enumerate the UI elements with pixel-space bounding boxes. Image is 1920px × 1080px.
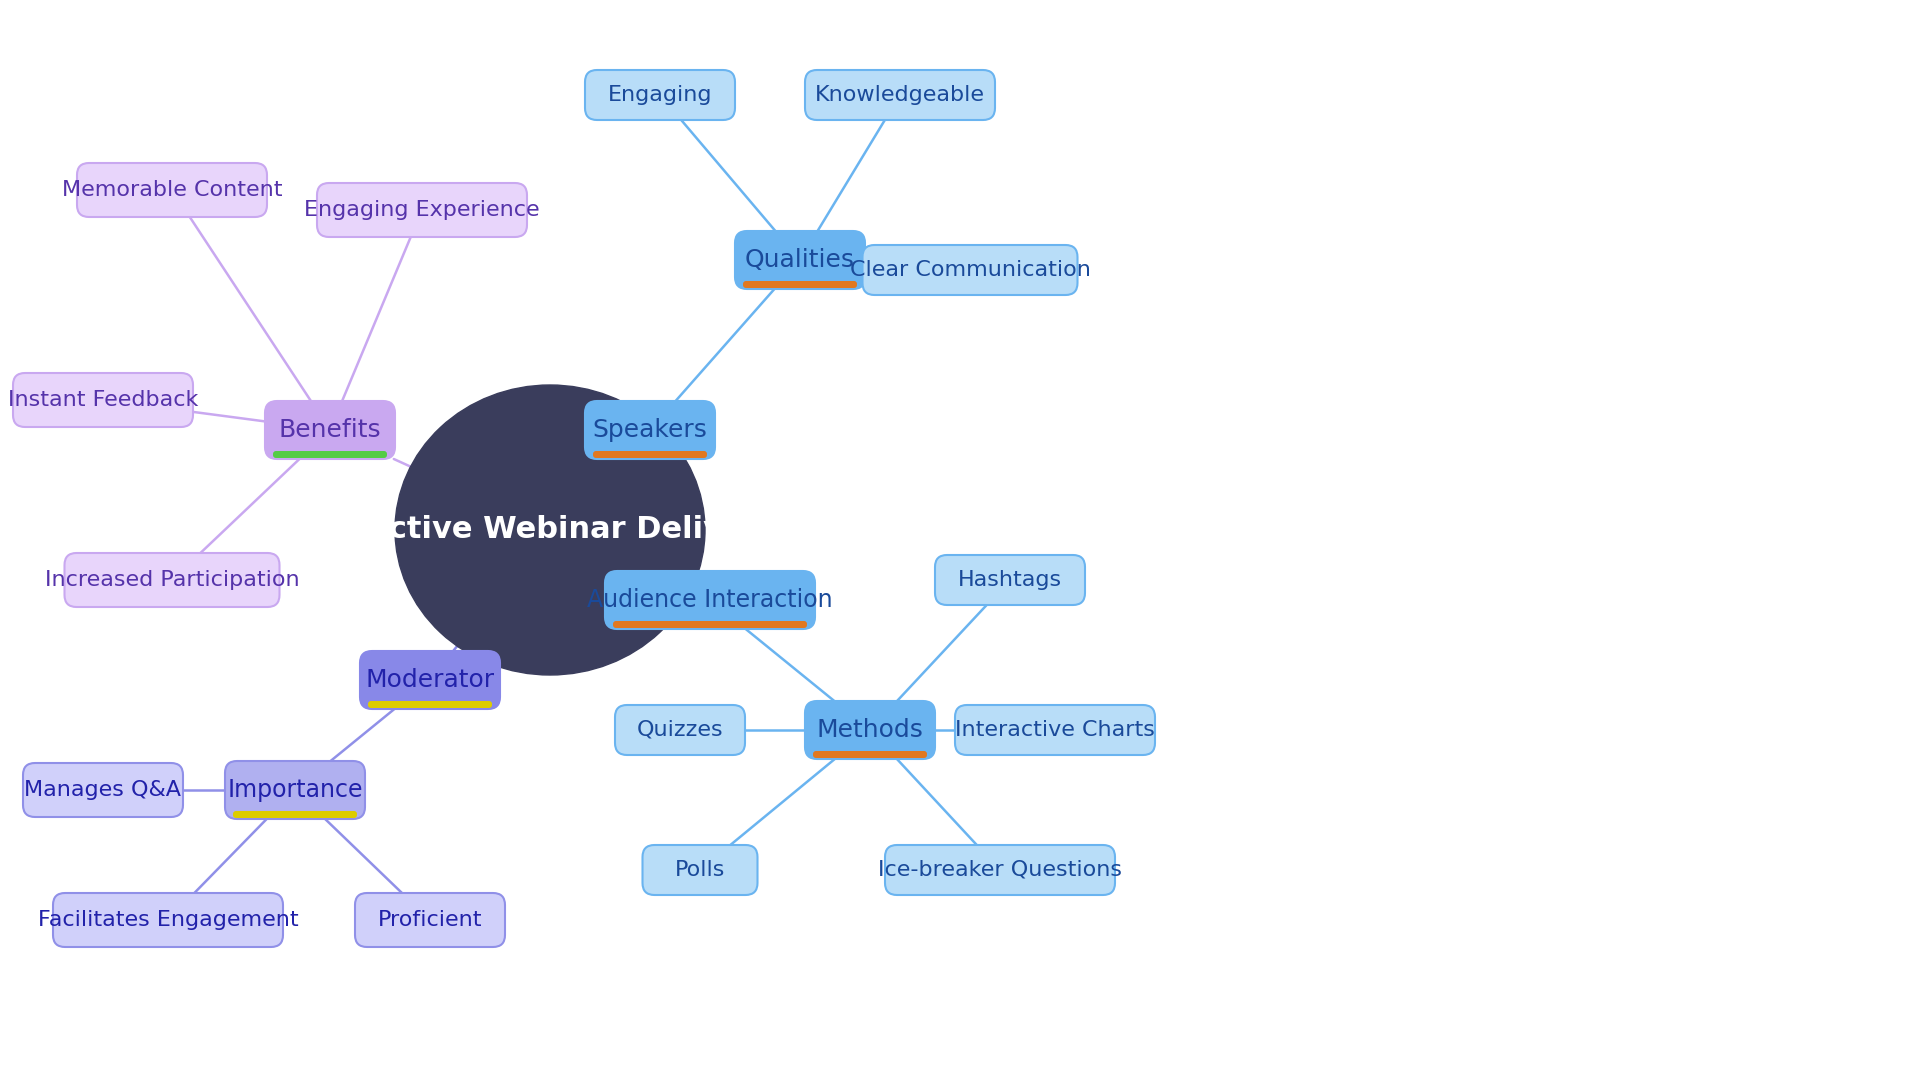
Text: Knowledgeable: Knowledgeable bbox=[814, 85, 985, 105]
FancyBboxPatch shape bbox=[317, 183, 526, 237]
FancyBboxPatch shape bbox=[77, 163, 267, 217]
FancyBboxPatch shape bbox=[612, 621, 806, 627]
FancyBboxPatch shape bbox=[804, 701, 935, 759]
FancyBboxPatch shape bbox=[225, 761, 365, 819]
FancyBboxPatch shape bbox=[23, 762, 182, 816]
FancyBboxPatch shape bbox=[862, 245, 1077, 295]
Text: Effective Webinar Delivery: Effective Webinar Delivery bbox=[321, 515, 780, 544]
FancyBboxPatch shape bbox=[355, 893, 505, 947]
Text: Quizzes: Quizzes bbox=[637, 720, 724, 740]
FancyBboxPatch shape bbox=[935, 555, 1085, 605]
FancyBboxPatch shape bbox=[232, 811, 357, 818]
Text: Manages Q&A: Manages Q&A bbox=[25, 780, 182, 800]
Text: Clear Communication: Clear Communication bbox=[849, 260, 1091, 280]
Text: Audience Interaction: Audience Interaction bbox=[588, 588, 833, 612]
Text: Ice-breaker Questions: Ice-breaker Questions bbox=[877, 860, 1121, 880]
Text: Interactive Charts: Interactive Charts bbox=[954, 720, 1156, 740]
FancyBboxPatch shape bbox=[614, 705, 745, 755]
Ellipse shape bbox=[396, 384, 705, 675]
Text: Facilitates Engagement: Facilitates Engagement bbox=[38, 910, 298, 930]
Text: Memorable Content: Memorable Content bbox=[61, 180, 282, 200]
FancyBboxPatch shape bbox=[369, 701, 492, 708]
FancyBboxPatch shape bbox=[804, 70, 995, 120]
FancyBboxPatch shape bbox=[954, 705, 1156, 755]
FancyBboxPatch shape bbox=[593, 451, 707, 458]
FancyBboxPatch shape bbox=[273, 451, 388, 458]
FancyBboxPatch shape bbox=[605, 571, 814, 629]
Text: Qualities: Qualities bbox=[745, 248, 854, 272]
FancyBboxPatch shape bbox=[812, 751, 927, 758]
Text: Importance: Importance bbox=[227, 778, 363, 802]
Text: Engaging Experience: Engaging Experience bbox=[303, 200, 540, 220]
FancyBboxPatch shape bbox=[885, 845, 1116, 895]
Text: Instant Feedback: Instant Feedback bbox=[8, 390, 198, 410]
FancyBboxPatch shape bbox=[265, 401, 396, 459]
Text: Engaging: Engaging bbox=[609, 85, 712, 105]
FancyBboxPatch shape bbox=[743, 281, 856, 288]
Text: Methods: Methods bbox=[816, 718, 924, 742]
Text: Proficient: Proficient bbox=[378, 910, 482, 930]
Text: Moderator: Moderator bbox=[365, 669, 495, 692]
Text: Polls: Polls bbox=[674, 860, 726, 880]
FancyBboxPatch shape bbox=[586, 401, 714, 459]
FancyBboxPatch shape bbox=[735, 231, 866, 289]
Text: Benefits: Benefits bbox=[278, 418, 382, 442]
Text: Hashtags: Hashtags bbox=[958, 570, 1062, 590]
FancyBboxPatch shape bbox=[54, 893, 282, 947]
FancyBboxPatch shape bbox=[586, 70, 735, 120]
FancyBboxPatch shape bbox=[13, 373, 194, 427]
FancyBboxPatch shape bbox=[643, 845, 758, 895]
FancyBboxPatch shape bbox=[361, 651, 499, 708]
FancyBboxPatch shape bbox=[65, 553, 280, 607]
Text: Increased Participation: Increased Participation bbox=[44, 570, 300, 590]
Text: Speakers: Speakers bbox=[593, 418, 707, 442]
